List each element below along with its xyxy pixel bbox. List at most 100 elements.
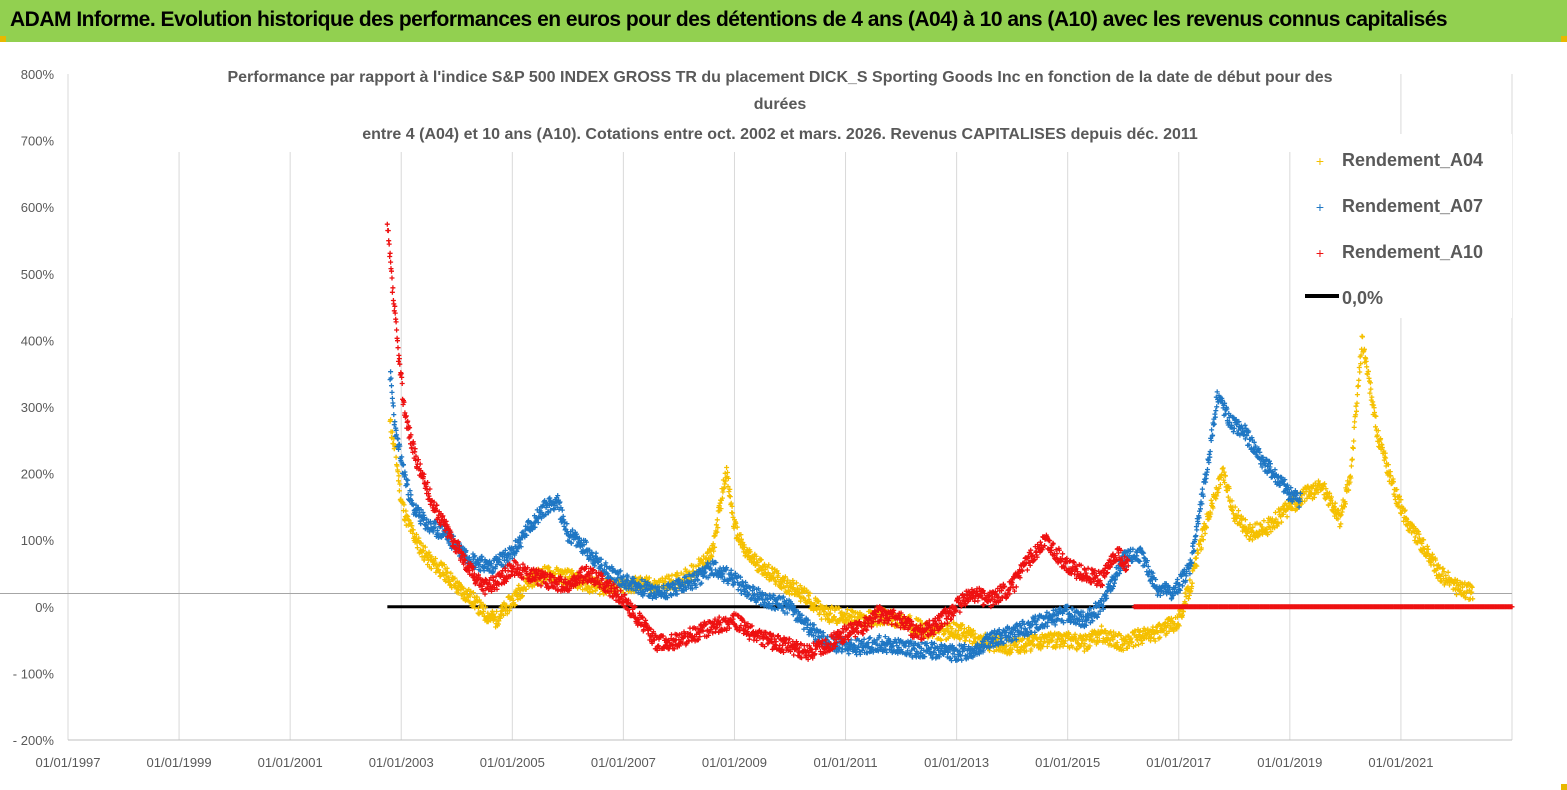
series-a07-point [631,576,637,581]
series-a07-point [713,560,719,566]
series-a04-point [1186,592,1192,598]
series-a04-point [1273,516,1279,522]
series-a04-point [1242,517,1248,523]
series-a04-point [1087,643,1093,649]
series-a04-point [1454,592,1459,598]
series-a07-point [535,520,541,525]
series-a04-point [1356,377,1362,383]
series-a04-point [1094,639,1100,645]
series-a07-point [420,510,426,515]
series-a04-point [388,417,394,423]
series-a04-point [405,514,411,519]
series-a04-point [766,562,772,568]
series-a07-point [601,567,607,573]
series-a04-point [1232,504,1238,510]
series-a04-point [831,614,837,620]
series-a07-point [396,446,401,452]
series-a04-point [718,506,724,512]
series-a04-point [1217,482,1223,488]
series-layer [384,221,1515,664]
series-a04-point [410,527,416,533]
series-a04-point [1375,428,1381,434]
series-a04-point [946,629,952,634]
series-a04-point [1049,637,1055,643]
series-a04-point [1445,569,1451,575]
series-a07-point [639,577,645,583]
series-a04-point [949,626,955,632]
series-a04-point [1199,533,1205,539]
series-a07-point [551,507,557,513]
series-a04-point [1308,490,1314,496]
series-a04-point [755,559,761,565]
series-a04-point [710,541,716,547]
series-a04-point [727,486,733,492]
series-a04-point [1202,531,1208,536]
series-a04-point [428,566,434,572]
series-a04-point [742,544,748,550]
series-a07-point [564,521,570,527]
series-a04-point [1152,638,1158,644]
series-a04-point [1208,511,1214,517]
series-a04-point [1237,522,1243,527]
series-a04-point [1346,487,1352,493]
series-a04-point [1394,487,1400,492]
series-a04-point [481,608,487,614]
series-a04-point [1198,545,1204,551]
series-a04-point [426,549,432,555]
series-a04-point [962,626,967,632]
series-a07-point [401,462,406,468]
series-a07-point [693,584,699,590]
series-a04-point [1398,497,1404,503]
series-a04-point [725,475,731,481]
series-a04-point [396,478,401,484]
series-a04-point [485,610,491,616]
series-a07-point [432,524,438,530]
series-a04-point [712,544,718,550]
series-a04-point [1354,400,1360,406]
series-a04-point [480,601,486,607]
series-a04-point [1332,500,1338,506]
series-a07-point [604,564,610,570]
series-a04-point [1097,638,1103,644]
series-a07-point [581,542,587,548]
series-a04-point [709,554,715,560]
series-a07-point [487,558,493,564]
series-a04-point [1073,637,1079,643]
series-a04-point [1114,640,1120,645]
series-a07-point [418,521,424,527]
series-a04-point [508,604,514,610]
series-a04-point [729,503,735,509]
series-a04-point [744,553,750,559]
series-a04-point [1373,424,1378,430]
series-a04-point [448,570,454,576]
series-a04-point [489,608,495,614]
series-a07-point [695,577,701,583]
series-a04-point [1421,537,1427,543]
series-a04-point [1397,493,1402,499]
series-a07-point [653,595,659,600]
series-a04-point [1029,639,1035,645]
series-a04-point [1053,645,1059,651]
series-a04-point [1247,522,1253,528]
series-a07-point [642,579,648,584]
series-a04-point [1133,642,1139,648]
series-a04-point [1302,498,1308,504]
series-a07-point [689,586,695,592]
series-a04-point [1468,590,1474,596]
series-a04-point [1259,524,1265,530]
series-a04-point [775,571,781,576]
series-a04-point [1080,638,1086,643]
series-a07-point [397,443,403,449]
series-a07-point [603,560,609,566]
series-a04-point [1431,562,1437,568]
series-a04-point [790,578,796,583]
series-a04-point [416,535,422,541]
series-a04-point [678,570,684,576]
series-a07-point [472,553,478,559]
series-a04-point [725,470,730,475]
series-a04-point [1207,514,1213,519]
series-a07-point [741,583,747,588]
series-a04-point [758,557,764,563]
series-a04-point [1210,505,1216,511]
series-a07-point [618,568,624,574]
